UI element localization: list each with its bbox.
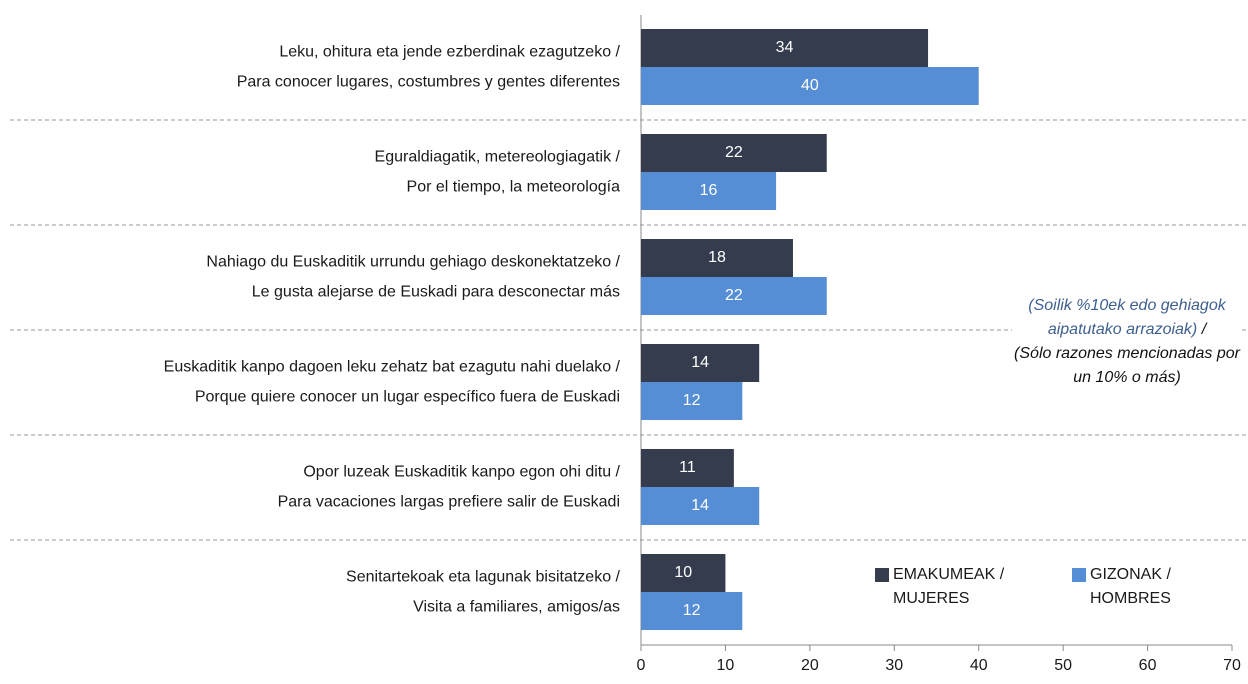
note-eu: (Soilik %10ek edo gehiagok aipatutako ar…	[1028, 297, 1226, 338]
value-label: 22	[725, 144, 743, 161]
value-label: 14	[691, 354, 709, 371]
legend-label: GIZONAK / HOMBRES	[1090, 566, 1171, 607]
category-label: Para conocer lugares, costumbres y gente…	[237, 74, 620, 91]
note-slash: /	[1201, 321, 1207, 338]
legend-swatch	[875, 568, 889, 582]
bar	[641, 29, 929, 67]
category-label: Porque quiere conocer un lugar específic…	[195, 389, 620, 406]
category-label: Para vacaciones largas prefiere salir de…	[278, 494, 620, 511]
category-label: Leku, ohitura eta jende ezberdinak ezagu…	[279, 44, 620, 61]
bar	[641, 239, 793, 277]
value-label: 11	[679, 459, 696, 476]
value-label: 40	[801, 77, 819, 94]
x-tick-label: 40	[970, 657, 988, 674]
bar	[641, 487, 760, 525]
x-tick-label: 0	[637, 657, 646, 674]
value-label: 10	[674, 564, 692, 581]
category-label: Visita a familiares, amigos/as	[413, 599, 620, 616]
category-label: Eguraldiagatik, metereologiagatik /	[375, 149, 621, 166]
value-label: 12	[683, 392, 701, 409]
bar	[641, 449, 734, 487]
x-tick-label: 60	[1139, 657, 1157, 674]
value-label: 14	[691, 497, 709, 514]
bar	[641, 134, 827, 172]
bar	[641, 67, 979, 105]
x-tick-label: 20	[801, 657, 819, 674]
category-label: Le gusta alejarse de Euskadi para descon…	[252, 284, 620, 301]
bar	[641, 344, 760, 382]
category-label: Por el tiempo, la meteorología	[407, 179, 621, 196]
category-label: Opor luzeak Euskaditik kanpo egon ohi di…	[303, 464, 620, 481]
bar	[641, 592, 743, 630]
legend-swatch	[1072, 568, 1086, 582]
category-label: Nahiago du Euskaditik urrundu gehiago de…	[206, 254, 620, 271]
category-label: Euskaditik kanpo dagoen leku zehatz bat …	[164, 359, 621, 376]
value-label: 34	[776, 39, 794, 56]
note-es: (Sólo razones mencionadas por un 10% o m…	[1014, 345, 1240, 386]
category-label: Senitartekoak eta lagunak bisitatzeko /	[346, 569, 621, 586]
x-tick-label: 70	[1223, 657, 1241, 674]
bar	[641, 554, 726, 592]
bar	[641, 382, 743, 420]
value-label: 18	[708, 249, 726, 266]
value-label: 16	[700, 182, 718, 199]
note: (Soilik %10ek edo gehiagok aipatutako ar…	[1012, 290, 1242, 394]
x-tick-label: 50	[1054, 657, 1072, 674]
x-tick-label: 30	[885, 657, 903, 674]
bar	[641, 172, 777, 210]
value-label: 22	[725, 287, 743, 304]
value-label: 12	[683, 602, 701, 619]
legend-label: EMAKUMEAK / MUJERES	[893, 566, 1005, 607]
x-tick-label: 10	[717, 657, 735, 674]
bar	[641, 277, 827, 315]
